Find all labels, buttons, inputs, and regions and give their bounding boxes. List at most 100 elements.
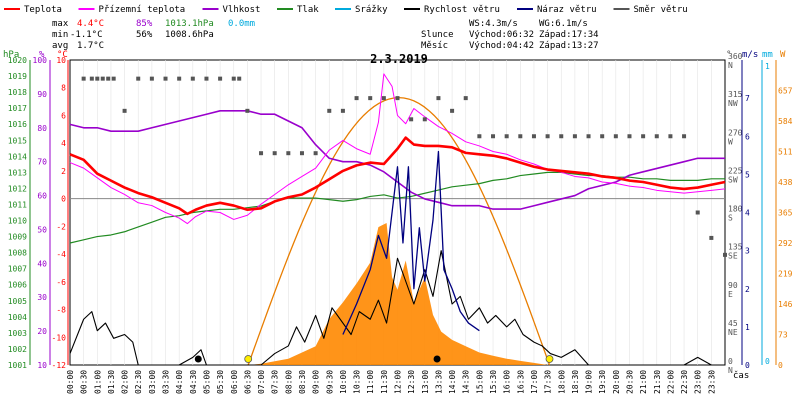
wind-wg: WG:6.1m/s: [539, 19, 588, 29]
time-tick-label: 10:00: [339, 370, 348, 394]
time-tick-label: 14:30: [462, 370, 471, 394]
direction-tick-label: 135: [728, 243, 743, 252]
rain-tick-label: 0: [765, 357, 770, 366]
time-tick-label: 17:00: [530, 370, 539, 394]
time-tick-label: 11:00: [366, 370, 375, 394]
time-tick-label: 17:30: [544, 370, 553, 394]
solar-area: [250, 222, 548, 365]
moonrise-marker: [194, 355, 202, 363]
solar-tick-label: 365: [778, 209, 793, 218]
temperature-tick-label: -4: [56, 250, 66, 259]
wind-direction-point: [422, 117, 427, 122]
time-tick-label: 09:00: [312, 370, 321, 394]
direction-tick-label: 270: [728, 128, 743, 137]
wind-tick-label: 1: [745, 323, 750, 332]
axis-title-mm: mm: [762, 50, 773, 60]
time-tick-label: 03:00: [148, 370, 157, 394]
legend-label: Vlhkost: [223, 5, 261, 15]
wind-direction-point: [436, 96, 441, 101]
time-tick-label: 12:00: [394, 370, 403, 394]
wind-direction-point: [504, 134, 509, 139]
stat-avg-label: avg: [52, 41, 68, 51]
axis-title-deg: °: [726, 50, 731, 60]
wind-tick-label: 0: [745, 361, 750, 370]
pressure-tick-label: 1001: [8, 361, 27, 370]
humidity-tick-label: 10: [37, 361, 47, 370]
time-tick-label: 13:30: [434, 370, 443, 394]
pressure-tick-label: 1017: [8, 104, 27, 113]
time-tick-label: 07:00: [257, 370, 266, 394]
temperature-tick-label: 10: [56, 56, 66, 65]
chart-date: 2.3.2019: [370, 52, 428, 66]
axis-title-time: čas: [733, 370, 749, 381]
wind-gust-line: [342, 150, 480, 335]
wind-direction-point: [136, 76, 141, 81]
legend-label: Teplota: [24, 5, 62, 15]
wind-tick-label: 6: [745, 132, 750, 141]
time-tick-label: 07:30: [271, 370, 280, 394]
wind-direction-point: [245, 108, 250, 113]
solar-tick-label: 584: [778, 117, 793, 126]
solar-tick-label: 73: [778, 331, 788, 340]
wind-direction-point: [559, 134, 564, 139]
wind-direction-point: [463, 96, 468, 101]
humidity-tick-label: 100: [33, 56, 48, 65]
wind-direction-point: [149, 76, 154, 81]
direction-tick-label: 0: [728, 357, 733, 366]
axis-titles: hPa % °C ° m/s mm W čas: [3, 50, 786, 381]
legend-label: Přízemní teplota: [99, 5, 186, 15]
temperature-tick-label: 2: [61, 167, 66, 176]
humidity-tick-label: 30: [37, 293, 47, 302]
time-tick-label: 01:00: [93, 370, 102, 394]
solar-tick-label: 657: [778, 87, 793, 96]
pressure-tick-label: 1010: [8, 217, 27, 226]
wind-direction-point: [381, 96, 386, 101]
wind-direction-point: [572, 134, 577, 139]
time-tick-label: 09:30: [325, 370, 334, 394]
direction-cardinal-label: N: [728, 61, 733, 70]
time-tick-label: 05:30: [216, 370, 225, 394]
wind-direction-point: [163, 76, 168, 81]
wind-direction-point: [409, 117, 414, 122]
ground-temperature-line: [69, 73, 726, 225]
wind-direction-point: [395, 96, 400, 101]
sunrise-marker: [244, 355, 253, 363]
direction-cardinal-label: NE: [728, 328, 738, 337]
pressure-tick-label: 1014: [8, 152, 27, 161]
wind-direction-point: [95, 76, 100, 81]
time-tick-label: 15:00: [475, 370, 484, 394]
temperature-tick-label: -8: [56, 306, 66, 315]
time-tick-label: 03:30: [162, 370, 171, 394]
wind-direction-point: [368, 96, 373, 101]
wind-direction-point: [100, 76, 105, 81]
humidity-tick-label: 70: [37, 158, 47, 167]
wind-direction-point: [190, 76, 195, 81]
pressure-tick-label: 1015: [8, 136, 27, 145]
time-tick-label: 02:30: [134, 370, 143, 394]
legend-label: Náraz větru: [537, 5, 597, 15]
legend: Teplota Přízemní teplota Vlhkost Tlak Srážky…: [4, 5, 688, 15]
wind-direction-point: [231, 76, 236, 81]
wind-direction-point: [627, 134, 632, 139]
humidity-tick-label: 60: [37, 192, 47, 201]
axis-title-pct: %: [39, 50, 45, 60]
direction-cardinal-label: NW: [728, 99, 738, 108]
wind-direction-point: [340, 108, 345, 113]
time-tick-label: 08:00: [284, 370, 293, 394]
wind-direction-point: [531, 134, 536, 139]
wind-direction-point: [177, 76, 182, 81]
temperature-tick-label: 4: [61, 139, 66, 148]
wind-direction-point: [111, 76, 116, 81]
legend-label: Směr větru: [634, 5, 688, 15]
moonset-marker: [433, 355, 441, 363]
time-tick-label: 18:00: [557, 370, 566, 394]
time-tick-label: 02:00: [121, 370, 130, 394]
pressure-tick-label: 1002: [8, 345, 27, 354]
temperature-tick-label: 6: [61, 111, 66, 120]
time-tick-label: 13:00: [421, 370, 430, 394]
wind-direction-point: [313, 151, 318, 156]
stat-min-temp: -1.1°C: [70, 30, 103, 40]
direction-cardinal-label: S: [728, 214, 733, 223]
temperature-tick-label: -12: [52, 361, 67, 370]
wind-direction-point: [272, 151, 277, 156]
